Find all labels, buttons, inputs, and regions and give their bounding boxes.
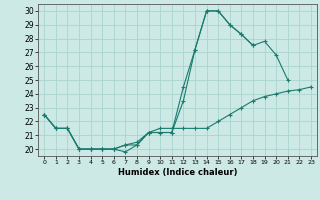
X-axis label: Humidex (Indice chaleur): Humidex (Indice chaleur) [118,168,237,177]
